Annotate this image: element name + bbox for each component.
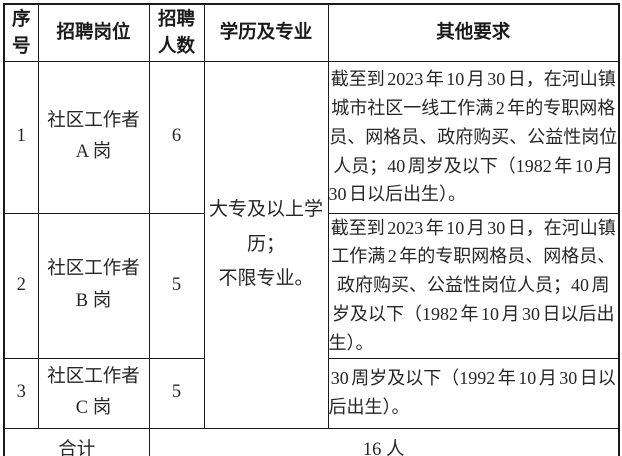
header-other: 其他要求 — [327, 3, 620, 62]
cell-position: 社区工作者 C 岗 — [37, 357, 150, 429]
header-no: 序号 — [3, 3, 39, 62]
header-count: 招聘人数 — [148, 3, 205, 62]
header-education: 学历及专业 — [203, 3, 329, 62]
cell-position: 社区工作者 A 岗 — [37, 60, 150, 214]
table-row-1: 1 社区工作者 A 岗 6 大专及以上学历； 不限专业。 截至到 2023 年 … — [3, 60, 620, 429]
cell-position: 社区工作者 B 岗 — [37, 212, 150, 359]
table-footer-row: 合计 16 人 — [3, 427, 620, 456]
cell-count: 5 — [148, 212, 205, 359]
cell-no: 3 — [3, 357, 39, 429]
table-header-row: 序号 招聘岗位 招聘人数 学历及专业 其他要求 — [3, 3, 620, 62]
table-row-2: 2 社区工作者 B 岗 5 截至到 2023 年 10 月 30 日，在河山镇工… — [3, 212, 620, 359]
cell-count: 5 — [148, 357, 205, 429]
footer-total-label: 合计 — [3, 427, 150, 456]
header-position: 招聘岗位 — [37, 3, 150, 62]
cell-requirement: 30 周岁及以下（1992 年 10 月 30 日以后出生）。 — [327, 357, 620, 429]
cell-no: 1 — [3, 60, 39, 214]
cell-requirement: 截至到 2023 年 10 月 30 日，在河山镇城市社区一线工作满 2 年的专… — [327, 60, 620, 214]
cell-no: 2 — [3, 212, 39, 359]
table-row-3: 3 社区工作者 C 岗 5 30 周岁及以下（1992 年 10 月 30 日以… — [3, 357, 620, 429]
cell-education-merged: 大专及以上学历； 不限专业。 — [203, 60, 329, 429]
footer-total-value: 16 人 — [148, 427, 620, 456]
cell-requirement: 截至到 2023 年 10 月 30 日，在河山镇工作满 2 年的专职网格员、网… — [327, 212, 620, 359]
cell-count: 6 — [148, 60, 205, 214]
recruitment-table: 序号 招聘岗位 招聘人数 学历及专业 其他要求 1 社区工作者 A 岗 6 大专… — [3, 3, 620, 456]
